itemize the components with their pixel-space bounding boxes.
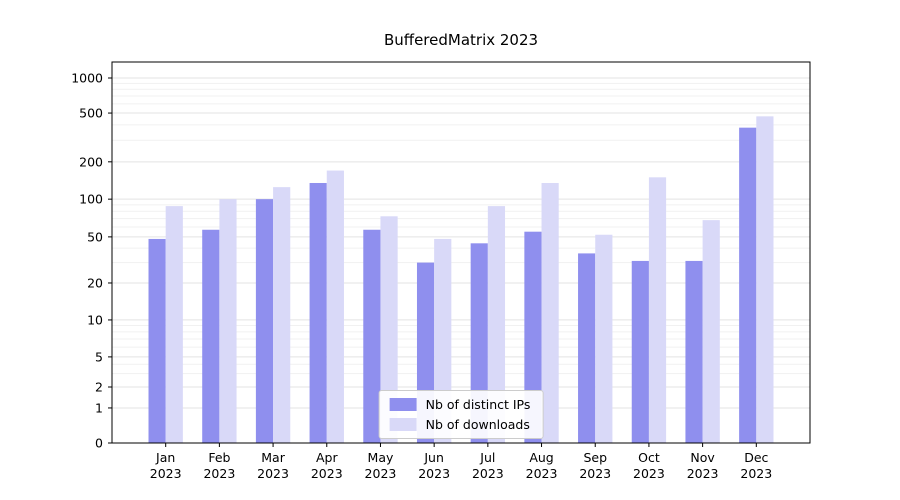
bar-distinct-ips — [631, 260, 649, 443]
x-tick-label-year: 2023 — [257, 466, 289, 481]
x-tick-label-year: 2023 — [472, 466, 504, 481]
x-tick-label-month: May — [368, 450, 394, 465]
x-tick-label-year: 2023 — [633, 466, 665, 481]
x-tick-label-month: Oct — [638, 450, 660, 465]
bar-downloads — [273, 187, 291, 443]
chart-title: BufferedMatrix 2023 — [383, 31, 539, 49]
y-tick-label: 1 — [95, 400, 103, 415]
bar-distinct-ips — [202, 229, 220, 443]
plot-border — [111, 61, 811, 444]
y-tick-label: 50 — [87, 229, 103, 244]
y-tick-label: 1000 — [71, 71, 103, 86]
x-tick-label-year: 2023 — [203, 466, 235, 481]
bar-distinct-ips — [255, 199, 274, 443]
x-tick-label-year: 2023 — [579, 466, 611, 481]
y-tick-label: 200 — [79, 154, 103, 169]
y-tick-label: 10 — [87, 312, 103, 327]
y-tick-label: 100 — [79, 192, 103, 207]
x-tick-label-year: 2023 — [418, 466, 450, 481]
legend-label-distinct-ips: Nb of distinct IPs — [425, 397, 531, 412]
bar-distinct-ips — [148, 238, 166, 443]
x-tick-label-month: Mar — [261, 450, 285, 465]
bar-downloads — [165, 206, 183, 443]
x-tick-label-month: Jan — [155, 450, 175, 465]
bar-downloads — [380, 216, 398, 443]
legend-swatch-distinct-ips — [389, 398, 417, 411]
bar-distinct-ips — [685, 260, 703, 443]
x-tick-label-month: Sep — [583, 450, 607, 465]
legend-item-downloads: Nb of downloads — [389, 417, 531, 432]
legend: Nb of distinct IPs Nb of downloads — [378, 390, 544, 439]
legend-label-downloads: Nb of downloads — [425, 417, 530, 432]
x-tick-label-year: 2023 — [526, 466, 558, 481]
bar-downloads — [487, 206, 506, 443]
bar-downloads — [219, 199, 237, 443]
x-tick-label-month: Feb — [208, 450, 230, 465]
bar-downloads — [541, 182, 559, 444]
bar-downloads — [702, 220, 720, 443]
y-tick-label: 500 — [79, 106, 103, 121]
legend-item-distinct-ips: Nb of distinct IPs — [389, 397, 531, 412]
x-tick-label-year: 2023 — [311, 466, 343, 481]
bar-distinct-ips — [739, 127, 757, 443]
x-tick-label-month: Jul — [479, 450, 495, 465]
bar-downloads — [756, 116, 774, 443]
y-tick-label: 5 — [95, 349, 103, 364]
x-tick-label-month: Dec — [744, 450, 768, 465]
bar-downloads — [326, 170, 344, 443]
x-tick-label-year: 2023 — [740, 466, 772, 481]
y-tick-label: 2 — [95, 379, 103, 394]
x-tick-label-month: Apr — [316, 450, 338, 465]
bar-distinct-ips — [578, 253, 596, 443]
bar-distinct-ips — [363, 229, 381, 443]
x-tick-label-year: 2023 — [365, 466, 397, 481]
x-tick-label-year: 2023 — [150, 466, 182, 481]
bar-distinct-ips — [309, 182, 327, 444]
x-tick-label-month: Jun — [423, 450, 444, 465]
y-tick-label: 0 — [95, 436, 103, 451]
x-tick-label-year: 2023 — [687, 466, 719, 481]
legend-swatch-downloads — [389, 418, 417, 431]
bar-downloads — [648, 177, 667, 443]
y-tick-label: 20 — [87, 275, 103, 290]
x-tick-label-month: Aug — [529, 450, 553, 465]
x-tick-label-month: Nov — [690, 450, 715, 465]
bar-downloads — [595, 234, 613, 443]
